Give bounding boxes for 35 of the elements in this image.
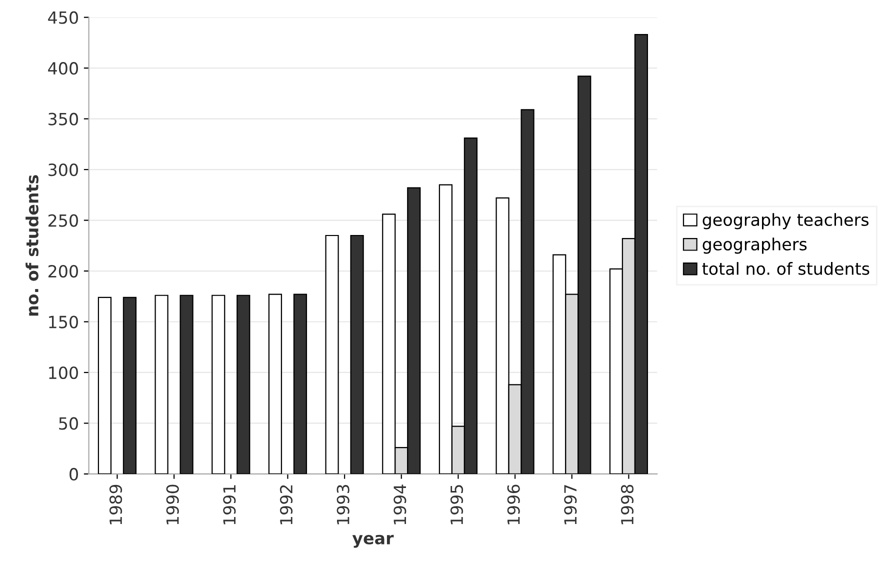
y-tick-label: 450	[48, 11, 78, 24]
bar	[98, 296, 112, 474]
y-tick-label: 150	[49, 316, 78, 328]
y-tick-label: 250	[48, 214, 78, 227]
y-tick-label: 300	[48, 164, 78, 176]
y-tick-label: 100	[49, 366, 78, 380]
y-tick-label: 50	[59, 417, 78, 430]
x-tick-label: 1994	[394, 484, 406, 524]
x-tick-label: 1995	[450, 485, 464, 524]
x-tick-label: 1991	[223, 485, 236, 524]
x-tick-label: 1996	[507, 484, 520, 524]
y-tick-label: 0	[70, 468, 78, 481]
x-tick-label: 1997	[564, 485, 577, 524]
legend-label: total no. of students	[702, 262, 870, 275]
x-tick-label: 1993	[336, 485, 350, 524]
x-tick-label: 1992	[280, 485, 293, 524]
bar	[268, 294, 282, 474]
bar	[212, 294, 226, 474]
x-tick-label: 1998	[620, 484, 634, 524]
x-tick-label: 1990	[166, 484, 179, 524]
bar	[325, 234, 339, 474]
bar	[180, 294, 194, 474]
legend-label: geography teachers	[702, 213, 869, 230]
bar	[236, 294, 250, 474]
y-tick-label: 200	[48, 264, 78, 278]
legend-label: geographers	[702, 238, 807, 254]
bar	[154, 294, 168, 474]
x-tick-label: 1989	[109, 484, 122, 524]
y-tick-label: 350	[48, 112, 78, 126]
bar	[350, 234, 364, 474]
y-tick-label: 400	[48, 62, 78, 75]
x-axis-title: year	[352, 534, 394, 548]
bar	[293, 294, 308, 474]
bar	[122, 296, 137, 474]
y-axis-title: no. of students	[26, 175, 38, 316]
